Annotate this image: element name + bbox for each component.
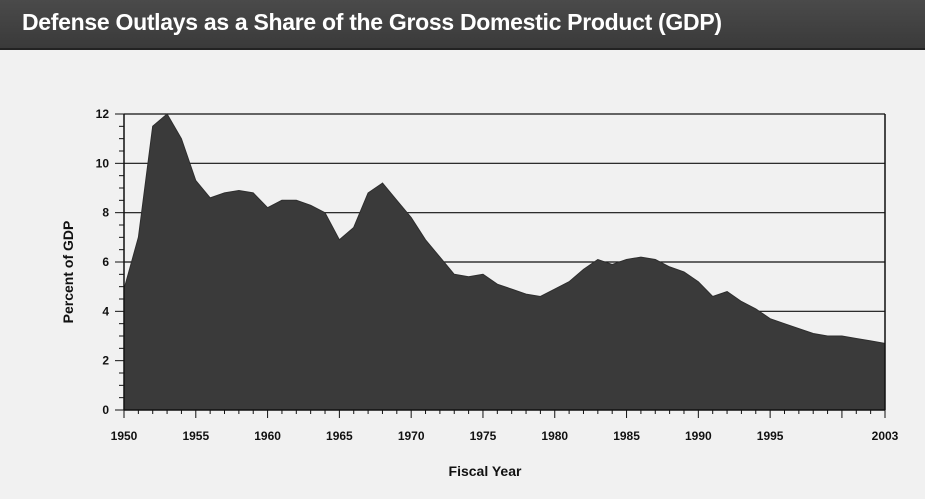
y-tick-label: 10 — [96, 156, 110, 170]
y-tick-label: 8 — [102, 206, 109, 220]
x-tick-label: 1955 — [182, 429, 209, 443]
y-tick-label: 12 — [96, 107, 110, 121]
label-layer: 0 2 4 6 8 10 12 1950 1955 1960 1965 1970 1975 1980 198… — [96, 107, 899, 443]
x-tick-label: 1995 — [757, 429, 784, 443]
x-tick-label: 1975 — [470, 429, 497, 443]
x-tick-label: 2003 — [872, 429, 899, 443]
x-tick-label: 1990 — [685, 429, 712, 443]
axis-layer — [115, 113, 886, 418]
chart-title: Defense Outlays as a Share of the Gross … — [22, 9, 722, 35]
area-series — [123, 113, 886, 411]
area-layer — [123, 113, 886, 411]
title-bar: Defense Outlays as a Share of the Gross … — [0, 0, 925, 50]
x-tick-label: 1965 — [326, 429, 353, 443]
x-tick-label: 1980 — [541, 429, 568, 443]
x-tick-label: 1950 — [111, 429, 138, 443]
x-tick-label: 1985 — [613, 429, 640, 443]
y-tick-label: 4 — [102, 304, 109, 318]
y-tick-label: 2 — [102, 354, 109, 368]
y-axis-title: Percent of GDP — [60, 221, 76, 324]
x-tick-label: 1970 — [398, 429, 425, 443]
x-tick-label: 1960 — [254, 429, 281, 443]
y-tick-label: 0 — [102, 403, 109, 417]
y-tick-label: 6 — [102, 255, 109, 269]
x-axis-title: Fiscal Year — [449, 463, 522, 479]
